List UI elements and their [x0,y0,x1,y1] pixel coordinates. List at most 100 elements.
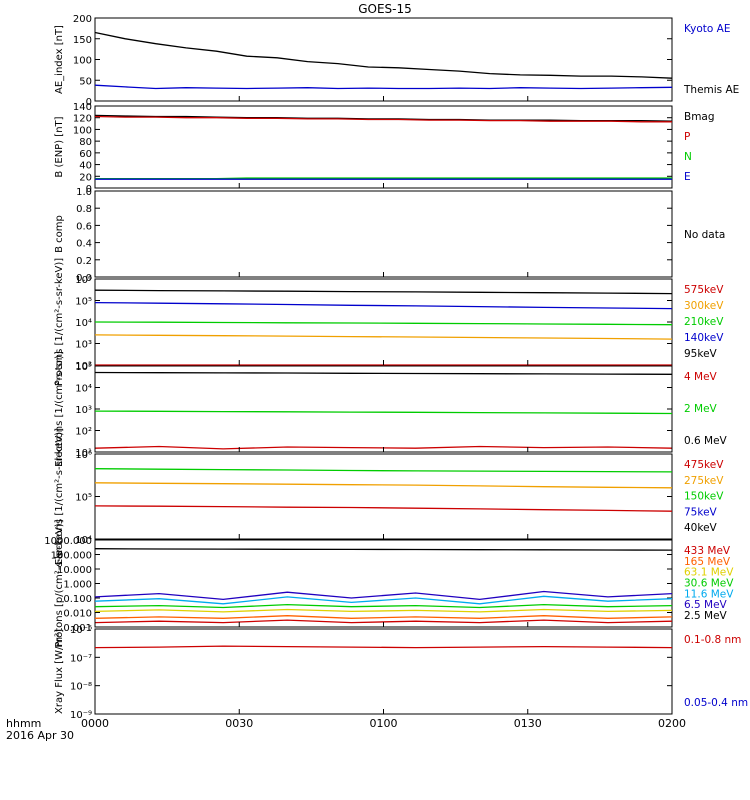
y-tick-label: 0.8 [76,204,92,215]
series-line [94,595,673,605]
legend-label: 140keV [684,332,724,344]
y-tick-label: 10³ [75,340,92,351]
y-tick-label: 10⁴ [75,384,92,395]
y-tick-label: 10⁻⁷ [70,653,92,664]
x-tick-label: 0100 [370,717,398,730]
series-line [94,371,673,375]
panel-1: 0 50 100 150 200 AE_index [nT] Kyoto AE Themis … [54,14,739,108]
series-line [94,410,673,415]
panel-3: 0.0 0.2 0.4 0.6 0.8 1.0 B comp No data [54,187,725,284]
y-axis-label: AE_index [nT] [54,25,65,94]
y-tick-label: 150 [73,35,92,46]
legend-label: P [684,131,690,143]
legend-label: Themis AE [683,84,739,96]
y-tick-label: 80 [79,137,92,148]
legend-label: 40keV [684,522,718,534]
series-line [94,321,673,326]
y-tick-label: 100 [73,125,92,136]
y-tick-label: 0 [86,97,92,108]
series-line [94,115,672,123]
y-tick-label: 10⁻⁹ [70,710,92,721]
y-tick-label: 0.4 [76,239,92,250]
legend-label: 575keV [684,284,724,296]
panel-frame [94,453,673,540]
y-tick-label: 1.0 [76,187,92,198]
panel-frame [94,539,673,628]
series-line [94,645,673,649]
y-tick-label: 10.000 [57,565,92,576]
legend-label: 0.1-0.8 nm [684,634,741,646]
y-tick-label: 0 [86,184,92,195]
series-line [94,301,673,310]
y-tick-label: 200 [73,14,92,25]
panel-8: 10⁻⁹ 10⁻⁸ 10⁻⁷ 10⁻⁶ Xray Flux [W/m²] 0.1-0.8 … [54,625,748,721]
legend-label: 63.1 MeV [684,567,734,579]
legend-label: 75keV [684,506,718,518]
series-line [94,505,673,512]
legend-label: 150keV [684,491,724,503]
y-tick-label: 40 [79,161,92,172]
series-line [94,548,673,551]
y-axis-label: B comp [54,215,65,253]
legend-label: 433 MeV [684,545,731,557]
y-tick-label: 10⁵ [75,362,92,373]
legend-label: N [684,151,692,163]
series-line [94,114,673,122]
time-axis-unit-label: hhmm [6,717,41,730]
y-tick-label: 10⁶ [75,275,92,286]
legend-label: 30.6 MeV [684,578,734,590]
legend-label: No data [684,229,725,241]
y-tick-label: 10² [75,427,92,438]
y-tick-label: 10⁴ [75,535,92,546]
x-tick-label: 0130 [514,717,542,730]
y-tick-label: 120 [73,114,92,125]
series-line [94,468,673,473]
y-axis-label: Electrons [1/(cm²-s-sr)] [54,351,65,467]
y-tick-label: 100 [73,56,92,67]
y-axis-label: Protons [1/(cm²-s-sr-keV)] [54,258,65,386]
panel-frame [94,628,673,715]
y-axis-label: Electrons [1/(cm²-s-sr-keV)] [54,428,65,565]
legend-label: 2.5 MeV [684,610,728,622]
panel-7: 0.001 0.010 0.100 1.000 10.000 100.000 1000.00… [44,519,734,647]
legend-label: 4 MeV [684,371,718,383]
legend-label: 475keV [684,459,724,471]
series-line [94,334,673,340]
y-tick-label: 1000.000 [44,536,92,547]
panel-5: 10¹ 10² 10³ 10⁴ 10⁵ Electrons [1/(cm²-s-sr)] 4… [54,351,728,467]
y-tick-label: 0.001 [63,623,92,634]
y-tick-label: 1.000 [63,580,92,591]
panel-6: 10⁴ 10⁵ 10⁶ Electrons [1/(cm²-s-sr-keV)] 475… [54,428,724,565]
series-line [94,31,673,79]
x-tick-label: 0000 [81,717,109,730]
series-line [95,177,672,180]
legend-label: 0.05-0.4 nm [684,697,748,709]
series-line [94,84,673,90]
legend-label: Bmag [684,111,715,123]
x-tick-label: 0200 [658,717,686,730]
y-tick-label: 0.2 [76,256,92,267]
chart-title: GOES-15 [358,2,412,16]
time-axis: 0000 0030 0100 0130 0200 [81,96,686,730]
legend-label: 0.6 MeV [684,435,728,447]
y-tick-label: 10⁴ [75,318,92,329]
legend-label: 95keV [684,348,718,360]
series-line [94,615,673,619]
y-tick-label: 10⁵ [75,297,92,308]
y-axis-label: Protons [p/(cm²-s-sr-keV)] [54,519,65,647]
y-tick-label: 10² [75,361,92,372]
legend-label: 165 MeV [684,556,731,568]
series-line [94,608,673,613]
series-line [94,289,673,295]
y-tick-label: 0.100 [63,594,92,605]
y-tick-label: 60 [79,149,92,160]
y-tick-label: 100.000 [51,551,92,562]
y-tick-label: 10⁻⁶ [70,625,92,636]
legend-label: 210keV [684,316,724,328]
y-tick-label: 20 [79,172,92,183]
legend-label: 11.6 MeV [684,588,734,600]
y-tick-label: 0.6 [76,221,92,232]
